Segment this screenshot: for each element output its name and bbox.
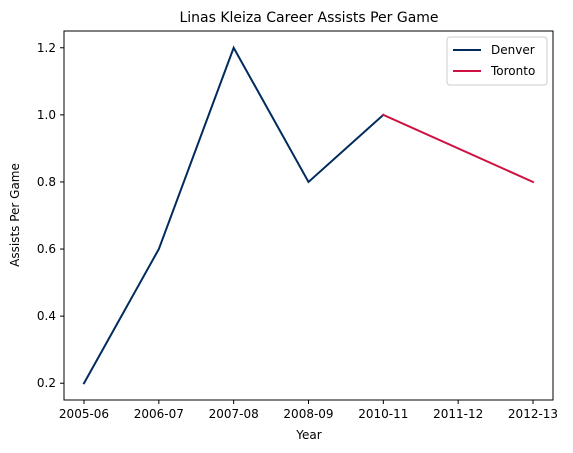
y-tick-label: 1.2 [37, 41, 56, 55]
legend-label-toronto: Toronto [490, 64, 535, 78]
y-axis-label: Assists Per Game [8, 163, 22, 267]
y-tick-label: 0.6 [37, 242, 56, 256]
y-tick-label: 0.8 [37, 175, 56, 189]
x-tick-label: 2007-08 [209, 407, 259, 421]
x-tick-label: 2005-06 [59, 407, 109, 421]
plot-frame [63, 30, 554, 401]
y-tick-label: 0.2 [37, 376, 56, 390]
y-tick-label: 1.0 [37, 108, 56, 122]
series-line-toronto [382, 113, 535, 184]
legend-label-denver: Denver [491, 43, 535, 57]
x-tick-label: 2010-11 [358, 407, 408, 421]
chart-title: Linas Kleiza Career Assists Per Game [179, 10, 438, 26]
y-tick-label: 0.4 [37, 309, 56, 323]
x-tick-label: 2011-12 [433, 407, 483, 421]
x-axis-label: Year [295, 428, 321, 442]
x-tick-label: 2012-13 [508, 407, 558, 421]
x-tick-label: 2008-09 [283, 407, 333, 421]
series-line-denver [82, 45, 385, 385]
x-tick-label: 2006-07 [134, 407, 184, 421]
legend: Denver Toronto [446, 36, 548, 86]
